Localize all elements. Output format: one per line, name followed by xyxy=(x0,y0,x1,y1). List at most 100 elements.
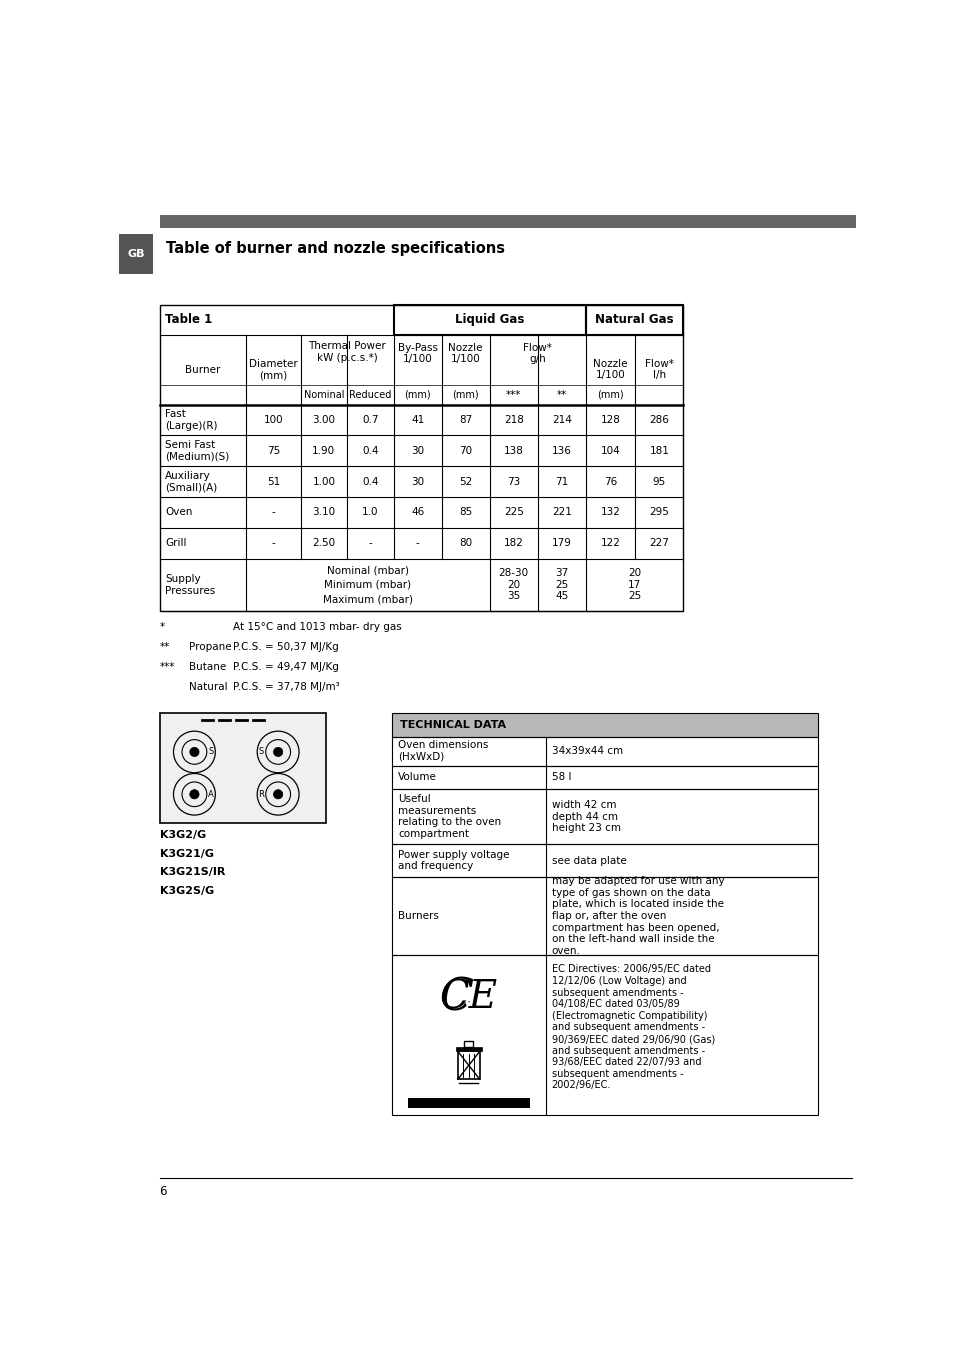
Text: P.C.S. = 50,37 MJ/Kg: P.C.S. = 50,37 MJ/Kg xyxy=(233,642,338,651)
Text: C: C xyxy=(439,975,473,1019)
Text: 122: 122 xyxy=(600,538,619,549)
Text: ***: *** xyxy=(505,389,521,400)
Text: Useful
measurements
relating to the oven
compartment: Useful measurements relating to the oven… xyxy=(397,794,501,839)
Text: 73: 73 xyxy=(507,477,519,486)
Text: 75: 75 xyxy=(267,446,280,455)
Text: **: ** xyxy=(556,389,566,400)
Text: P.C.S. = 49,47 MJ/Kg: P.C.S. = 49,47 MJ/Kg xyxy=(233,662,338,671)
Bar xyxy=(392,844,818,877)
Text: K3G2S/G: K3G2S/G xyxy=(159,886,213,896)
Circle shape xyxy=(274,747,282,757)
Text: EC Directives: 2006/95/EC dated
12/12/06 (Low Voltage) and
subsequent amendments: EC Directives: 2006/95/EC dated 12/12/06… xyxy=(551,965,714,1090)
Text: Volume: Volume xyxy=(397,773,436,782)
Text: 6: 6 xyxy=(159,1185,167,1198)
Text: may be adapted for use with any
type of gas shown on the data
plate, which is lo: may be adapted for use with any type of … xyxy=(551,877,723,955)
Text: Power supply voltage
and frequency: Power supply voltage and frequency xyxy=(397,850,509,871)
Text: 182: 182 xyxy=(503,538,523,549)
Text: Reduced: Reduced xyxy=(349,389,391,400)
Text: **: ** xyxy=(159,642,170,651)
Text: Minimum (mbar): Minimum (mbar) xyxy=(324,580,411,590)
Text: 28-30
20
35: 28-30 20 35 xyxy=(498,569,528,601)
Text: By-Pass
1/100: By-Pass 1/100 xyxy=(397,343,437,365)
Text: Flow*
g/h: Flow* g/h xyxy=(523,343,552,365)
Text: Oven: Oven xyxy=(165,508,193,517)
Text: 80: 80 xyxy=(458,538,472,549)
Text: 104: 104 xyxy=(600,446,619,455)
Bar xyxy=(394,305,585,335)
Text: At 15°C and 1013 mbar- dry gas: At 15°C and 1013 mbar- dry gas xyxy=(233,621,401,632)
Bar xyxy=(457,1051,479,1079)
Text: see data plate: see data plate xyxy=(551,855,626,866)
Text: Supply
Pressures: Supply Pressures xyxy=(165,574,215,596)
Text: Table 1: Table 1 xyxy=(165,313,212,327)
Text: 30: 30 xyxy=(411,477,424,486)
Text: width 42 cm
depth 44 cm
height 23 cm: width 42 cm depth 44 cm height 23 cm xyxy=(551,800,620,834)
Text: A: A xyxy=(208,790,213,798)
Text: 0.4: 0.4 xyxy=(362,477,378,486)
Text: (mm): (mm) xyxy=(404,389,431,400)
Text: Flow*
l/h: Flow* l/h xyxy=(644,359,673,381)
Bar xyxy=(392,736,818,766)
Text: 1.0: 1.0 xyxy=(362,508,378,517)
Text: 2.50: 2.50 xyxy=(312,538,335,549)
Text: 0.7: 0.7 xyxy=(362,415,378,426)
Text: -: - xyxy=(368,538,372,549)
Text: Diameter
(mm): Diameter (mm) xyxy=(249,359,297,381)
Text: K3G21S/IR: K3G21S/IR xyxy=(159,867,225,877)
Text: ***: *** xyxy=(159,662,174,671)
Text: GB: GB xyxy=(128,249,145,259)
Text: P.C.S. = 37,78 MJ/m³: P.C.S. = 37,78 MJ/m³ xyxy=(233,682,339,692)
Text: Maximum (mbar): Maximum (mbar) xyxy=(323,594,413,604)
Text: Thermal Power
kW (p.c.s.*): Thermal Power kW (p.c.s.*) xyxy=(308,342,386,363)
Text: 227: 227 xyxy=(649,538,669,549)
Text: Burner: Burner xyxy=(185,365,220,374)
Bar xyxy=(159,713,326,823)
Text: -: - xyxy=(272,508,275,517)
Text: Table of burner and nozzle specifications: Table of burner and nozzle specification… xyxy=(166,242,504,257)
Text: Oven dimensions
(HxWxD): Oven dimensions (HxWxD) xyxy=(397,740,488,762)
Text: 136: 136 xyxy=(551,446,571,455)
Bar xyxy=(392,766,818,789)
Text: 3.00: 3.00 xyxy=(312,415,335,426)
Bar xyxy=(392,955,818,1116)
Text: Liquid Gas: Liquid Gas xyxy=(455,313,524,327)
Text: 179: 179 xyxy=(551,538,571,549)
Text: 181: 181 xyxy=(649,446,669,455)
Bar xyxy=(464,1042,473,1047)
Text: Propane: Propane xyxy=(189,642,232,651)
Text: 51: 51 xyxy=(267,477,280,486)
Circle shape xyxy=(190,747,199,757)
Text: 58 l: 58 l xyxy=(551,773,571,782)
Text: Semi Fast
(Medium)(S): Semi Fast (Medium)(S) xyxy=(165,440,229,462)
Text: 1.90: 1.90 xyxy=(312,446,335,455)
Text: 87: 87 xyxy=(458,415,472,426)
Text: -: - xyxy=(272,538,275,549)
Circle shape xyxy=(274,790,282,798)
Text: 30: 30 xyxy=(411,446,424,455)
Text: Fast
(Large)(R): Fast (Large)(R) xyxy=(165,409,217,431)
Text: Butane: Butane xyxy=(189,662,226,671)
Text: 95: 95 xyxy=(652,477,665,486)
Text: TECHNICAL DATA: TECHNICAL DATA xyxy=(399,720,505,730)
Text: 214: 214 xyxy=(551,415,571,426)
Text: (mm): (mm) xyxy=(452,389,478,400)
Bar xyxy=(456,1047,481,1051)
Text: K3G21/G: K3G21/G xyxy=(159,848,213,859)
Text: 3.10: 3.10 xyxy=(312,508,335,517)
Text: 100: 100 xyxy=(263,415,283,426)
Text: Burners: Burners xyxy=(397,911,438,921)
Text: 0.4: 0.4 xyxy=(362,446,378,455)
Text: Nominal: Nominal xyxy=(303,389,344,400)
Text: Nozzle
1/100: Nozzle 1/100 xyxy=(593,359,627,381)
Bar xyxy=(392,713,818,736)
Text: 295: 295 xyxy=(649,508,669,517)
Text: 225: 225 xyxy=(503,508,523,517)
Text: 132: 132 xyxy=(600,508,619,517)
Bar xyxy=(392,877,818,955)
Bar xyxy=(119,234,153,274)
Text: Natural Gas: Natural Gas xyxy=(595,313,673,327)
Text: 20
17
25: 20 17 25 xyxy=(627,569,640,601)
Text: 37
25
45: 37 25 45 xyxy=(555,569,568,601)
Text: -: - xyxy=(416,538,419,549)
Text: Grill: Grill xyxy=(165,538,186,549)
